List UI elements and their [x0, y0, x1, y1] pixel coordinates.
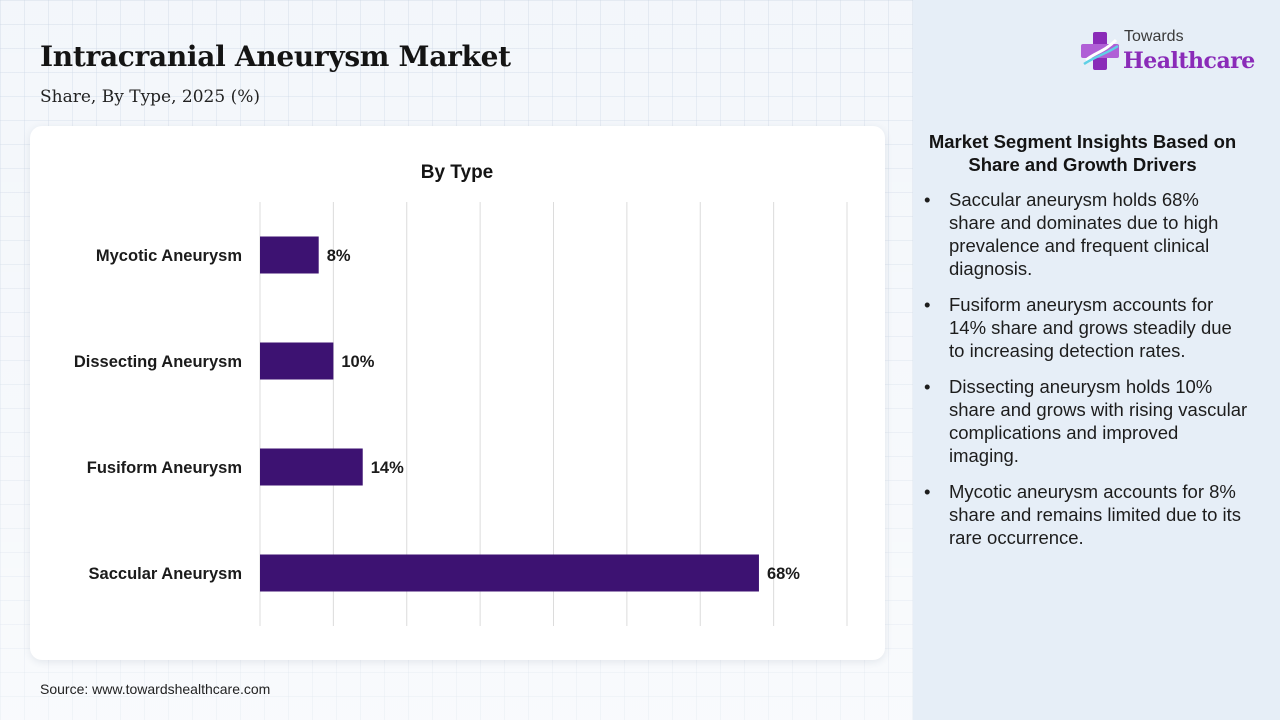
category-label: Saccular Aneurysm — [89, 565, 242, 583]
value-label: 8% — [327, 247, 351, 265]
bar-chart: By Type Mycotic Aneurysm 8% Dissecting Ane… — [74, 162, 848, 626]
bar — [260, 554, 759, 592]
value-label: 14% — [371, 459, 404, 477]
insight-item: • Saccular aneurysm holds 68% share and d… — [924, 188, 1250, 280]
logo-text-towards: Towards — [1124, 28, 1184, 45]
insights-title: Market Segment Insights Based on Share a… — [928, 131, 1237, 175]
chart-bars: Mycotic Aneurysm 8% Dissecting Aneurysm 10%… — [74, 236, 800, 592]
chart-card: By Type Mycotic Aneurysm 8% Dissecting Ane… — [30, 126, 885, 660]
category-label: Dissecting Aneurysm — [74, 353, 242, 371]
bar — [260, 342, 334, 380]
page-title: Intracranial Aneurysm Market — [40, 40, 511, 73]
bullet-icon: • — [924, 481, 931, 502]
value-label: 68% — [767, 565, 800, 583]
insight-text: Fusiform aneurysm accounts for 14% share… — [949, 294, 1232, 361]
logo-text-healthcare: Healthcare — [1123, 48, 1255, 74]
bar — [260, 448, 363, 486]
insight-text: Mycotic aneurysm accounts for 8% share a… — [949, 481, 1242, 548]
chart-title: By Type — [421, 162, 494, 183]
category-label: Mycotic Aneurysm — [96, 247, 242, 265]
insight-item: • Mycotic aneurysm accounts for 8% share … — [924, 480, 1250, 549]
bar — [260, 236, 319, 274]
value-label: 10% — [341, 353, 374, 371]
medical-cross-logo-icon — [1081, 32, 1119, 70]
category-label: Fusiform Aneurysm — [87, 459, 242, 477]
insight-item: • Dissecting aneurysm holds 10% share and… — [924, 375, 1250, 467]
insight-item: • Fusiform aneurysm accounts for 14% shar… — [924, 293, 1250, 362]
source-note: Source: www.towardshealthcare.com — [40, 681, 271, 697]
bullet-icon: • — [924, 376, 931, 397]
insights-panel — [913, 0, 1280, 720]
bullet-icon: • — [924, 189, 931, 210]
insight-text: Saccular aneurysm holds 68% share and do… — [949, 189, 1219, 279]
insights-list: • Saccular aneurysm holds 68% share and d… — [924, 188, 1250, 562]
bullet-icon: • — [924, 294, 931, 315]
brand-logo: Towards Healthcare — [1080, 26, 1260, 82]
insight-text: Dissecting aneurysm holds 10% share and … — [949, 376, 1248, 466]
page-subtitle: Share, By Type, 2025 (%) — [40, 87, 261, 107]
